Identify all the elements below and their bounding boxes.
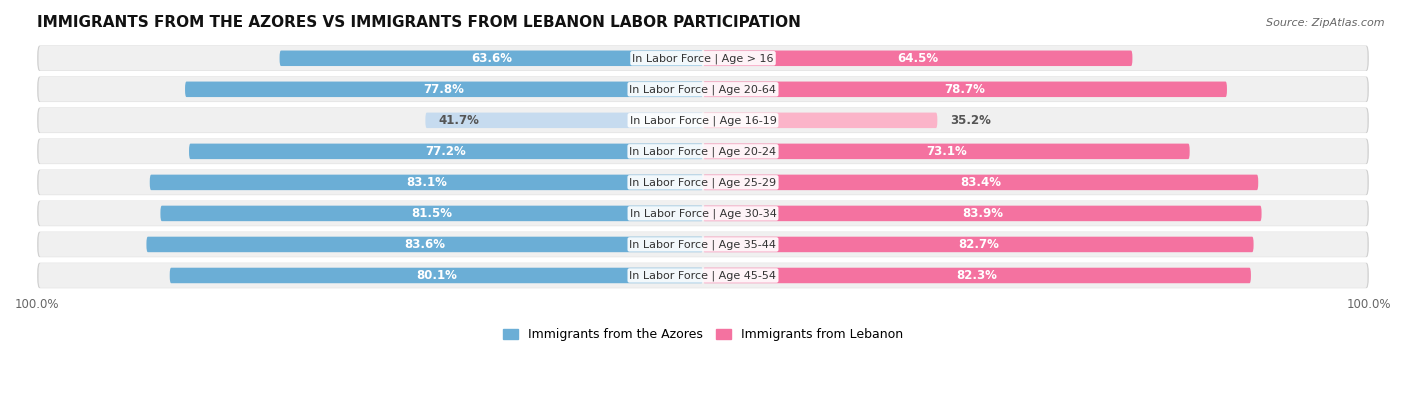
FancyBboxPatch shape xyxy=(37,201,1369,226)
Text: In Labor Force | Age 35-44: In Labor Force | Age 35-44 xyxy=(630,239,776,250)
Text: In Labor Force | Age 16-19: In Labor Force | Age 16-19 xyxy=(630,115,776,126)
Text: 41.7%: 41.7% xyxy=(439,114,479,127)
FancyBboxPatch shape xyxy=(38,201,1368,226)
FancyBboxPatch shape xyxy=(703,175,1258,190)
Text: In Labor Force | Age 20-64: In Labor Force | Age 20-64 xyxy=(630,84,776,94)
Text: In Labor Force | Age 25-29: In Labor Force | Age 25-29 xyxy=(630,177,776,188)
Text: In Labor Force | Age 20-24: In Labor Force | Age 20-24 xyxy=(630,146,776,156)
FancyBboxPatch shape xyxy=(186,81,703,97)
FancyBboxPatch shape xyxy=(38,77,1368,102)
FancyBboxPatch shape xyxy=(37,45,1369,71)
FancyBboxPatch shape xyxy=(38,263,1368,288)
FancyBboxPatch shape xyxy=(37,232,1369,257)
Text: 81.5%: 81.5% xyxy=(411,207,453,220)
FancyBboxPatch shape xyxy=(38,232,1368,257)
FancyBboxPatch shape xyxy=(703,268,1251,283)
FancyBboxPatch shape xyxy=(38,108,1368,133)
FancyBboxPatch shape xyxy=(703,237,1254,252)
Text: In Labor Force | Age 45-54: In Labor Force | Age 45-54 xyxy=(630,270,776,281)
Text: In Labor Force | Age 30-34: In Labor Force | Age 30-34 xyxy=(630,208,776,219)
Text: 82.3%: 82.3% xyxy=(956,269,997,282)
Text: 82.7%: 82.7% xyxy=(957,238,998,251)
Text: 80.1%: 80.1% xyxy=(416,269,457,282)
Text: 83.6%: 83.6% xyxy=(404,238,446,251)
FancyBboxPatch shape xyxy=(37,77,1369,102)
FancyBboxPatch shape xyxy=(37,139,1369,164)
FancyBboxPatch shape xyxy=(38,139,1368,164)
Text: 77.8%: 77.8% xyxy=(423,83,464,96)
Text: 78.7%: 78.7% xyxy=(945,83,986,96)
FancyBboxPatch shape xyxy=(38,170,1368,195)
FancyBboxPatch shape xyxy=(38,46,1368,71)
FancyBboxPatch shape xyxy=(703,144,1189,159)
FancyBboxPatch shape xyxy=(37,170,1369,195)
Text: Source: ZipAtlas.com: Source: ZipAtlas.com xyxy=(1267,18,1385,28)
Text: IMMIGRANTS FROM THE AZORES VS IMMIGRANTS FROM LEBANON LABOR PARTICIPATION: IMMIGRANTS FROM THE AZORES VS IMMIGRANTS… xyxy=(37,15,801,30)
Text: 77.2%: 77.2% xyxy=(426,145,467,158)
Text: 64.5%: 64.5% xyxy=(897,52,938,65)
FancyBboxPatch shape xyxy=(37,107,1369,133)
Text: In Labor Force | Age > 16: In Labor Force | Age > 16 xyxy=(633,53,773,64)
Legend: Immigrants from the Azores, Immigrants from Lebanon: Immigrants from the Azores, Immigrants f… xyxy=(498,323,908,346)
Text: 73.1%: 73.1% xyxy=(927,145,967,158)
FancyBboxPatch shape xyxy=(188,144,703,159)
FancyBboxPatch shape xyxy=(703,51,1132,66)
Text: 83.1%: 83.1% xyxy=(406,176,447,189)
FancyBboxPatch shape xyxy=(703,206,1261,221)
FancyBboxPatch shape xyxy=(160,206,703,221)
FancyBboxPatch shape xyxy=(146,237,703,252)
FancyBboxPatch shape xyxy=(37,263,1369,288)
FancyBboxPatch shape xyxy=(703,113,938,128)
FancyBboxPatch shape xyxy=(703,81,1227,97)
FancyBboxPatch shape xyxy=(150,175,703,190)
Text: 83.9%: 83.9% xyxy=(962,207,1002,220)
FancyBboxPatch shape xyxy=(170,268,703,283)
FancyBboxPatch shape xyxy=(280,51,703,66)
Text: 35.2%: 35.2% xyxy=(950,114,991,127)
Text: 83.4%: 83.4% xyxy=(960,176,1001,189)
Text: 63.6%: 63.6% xyxy=(471,52,512,65)
FancyBboxPatch shape xyxy=(426,113,703,128)
